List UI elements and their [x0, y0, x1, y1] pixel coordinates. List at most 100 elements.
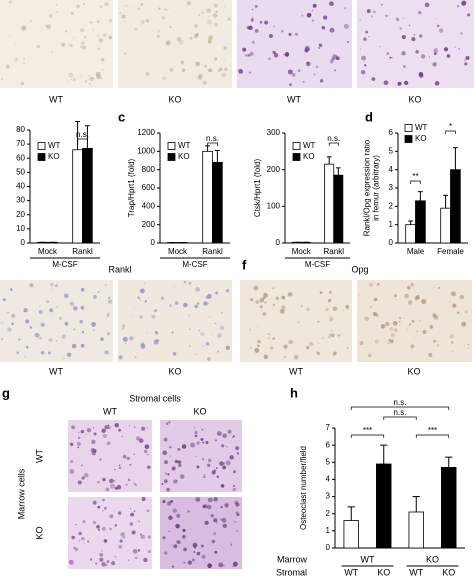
- texture-dot: [321, 337, 324, 339]
- texture-dot: [80, 305, 85, 310]
- texture-dot: [91, 439, 96, 445]
- texture-dot: [186, 1, 192, 6]
- texture-dot: [118, 466, 122, 470]
- texture-dot: [249, 297, 254, 302]
- texture-dot: [46, 300, 50, 304]
- bracket: [350, 406, 450, 410]
- texture-dot: [187, 560, 192, 565]
- texture-dot: [133, 5, 135, 7]
- legend-label: KO: [415, 134, 427, 143]
- texture-dot: [80, 76, 82, 79]
- x-tick-label: Female: [437, 247, 464, 256]
- texture-dot: [126, 456, 130, 461]
- texture-dot: [44, 36, 46, 38]
- texture-dot: [319, 291, 323, 295]
- texture-dot: [388, 338, 391, 342]
- texture-dot: [158, 30, 160, 32]
- micrograph: [237, 0, 352, 88]
- texture-dot: [347, 40, 350, 44]
- texture-dot: [404, 293, 410, 299]
- texture-dot: [102, 498, 105, 502]
- texture-dot: [97, 480, 100, 484]
- texture-dot: [163, 479, 168, 483]
- texture-dot: [360, 48, 362, 50]
- texture-dot: [46, 24, 52, 30]
- texture-dot: [306, 12, 312, 18]
- texture-dot: [457, 5, 460, 8]
- texture-dot: [332, 306, 338, 311]
- annotation: n.s.: [76, 130, 89, 139]
- texture-dot: [169, 304, 172, 307]
- texture-dot: [403, 317, 405, 319]
- panel-letter: g: [2, 385, 10, 400]
- texture-dot: [165, 422, 169, 426]
- image-label: WT: [289, 366, 303, 376]
- texture-dot: [67, 80, 69, 83]
- texture-dot: [372, 10, 376, 14]
- texture-dot: [461, 1, 467, 7]
- texture-dot: [385, 321, 390, 326]
- texture-dot: [288, 339, 293, 345]
- texture-dot: [124, 52, 126, 55]
- texture-dot: [377, 283, 380, 286]
- texture-dot: [74, 548, 79, 552]
- x-tick-label: Rankl: [72, 247, 93, 256]
- micrograph: [240, 280, 352, 362]
- texture-dot: [122, 536, 126, 539]
- texture-dot: [273, 25, 275, 28]
- texture-dot: [23, 61, 26, 64]
- texture-dot: [162, 536, 166, 540]
- texture-dot: [147, 535, 151, 539]
- texture-dot: [272, 287, 275, 290]
- texture-dot: [386, 52, 390, 55]
- texture-dot: [207, 563, 212, 569]
- texture-dot: [461, 0, 467, 6]
- texture-dot: [133, 453, 135, 455]
- texture: [118, 1, 232, 85]
- texture-dot: [100, 77, 103, 80]
- texture-dot: [145, 71, 150, 77]
- texture-dot: [54, 284, 58, 288]
- texture-dot: [168, 421, 171, 424]
- annotation: n.s.: [327, 134, 340, 143]
- texture-dot: [267, 336, 270, 339]
- texture-dot: [175, 480, 177, 482]
- texture-dot: [222, 465, 227, 470]
- texture-dot: [283, 355, 287, 359]
- texture-dot: [225, 289, 230, 293]
- texture-dot: [104, 2, 109, 7]
- bar: [408, 511, 424, 549]
- texture-dot: [30, 19, 32, 22]
- y-tick-label: 1000: [137, 146, 155, 155]
- bracket: [350, 434, 385, 438]
- texture-dot: [51, 289, 53, 291]
- y-tick-label: 0: [276, 238, 281, 247]
- texture-dot: [402, 17, 404, 19]
- texture-dot: [374, 339, 379, 344]
- texture-dot: [214, 322, 217, 325]
- texture-dot: [122, 454, 127, 459]
- texture-dot: [312, 3, 317, 8]
- texture-dot: [468, 347, 470, 349]
- texture-dot: [147, 427, 149, 429]
- texture-dot: [225, 460, 231, 466]
- texture-dot: [401, 51, 406, 56]
- texture-dot: [218, 67, 223, 71]
- texture-dot: [408, 300, 413, 305]
- texture-dot: [361, 55, 367, 61]
- image-label: KO: [168, 366, 181, 376]
- texture-dot: [97, 528, 101, 531]
- texture-dot: [66, 330, 68, 332]
- texture-dot: [216, 467, 218, 469]
- texture-dot: [144, 444, 150, 450]
- texture-dot: [280, 29, 284, 33]
- texture-dot: [410, 283, 414, 287]
- texture-dot: [416, 330, 418, 333]
- texture-dot: [359, 19, 361, 21]
- texture-dot: [232, 487, 237, 492]
- texture-dot: [102, 33, 107, 38]
- y-tick-label: 10: [16, 224, 25, 233]
- texture-dot: [77, 446, 80, 449]
- texture-dot: [119, 539, 123, 543]
- texture-dot: [407, 286, 411, 290]
